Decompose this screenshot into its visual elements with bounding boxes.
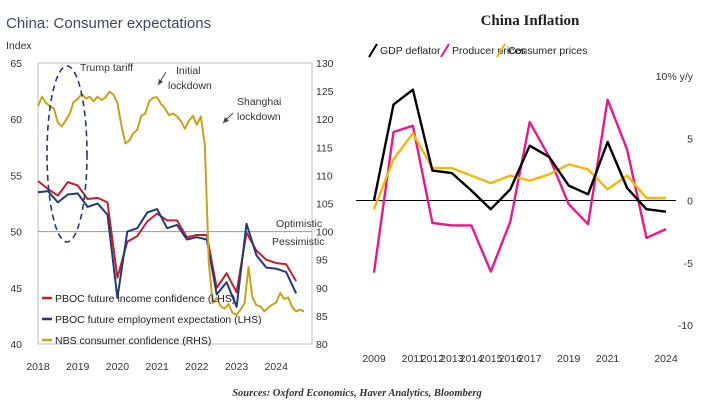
shanghai-lockdown-label-1: Shanghai bbox=[237, 96, 281, 108]
inflation-line-consumer-prices bbox=[372, 132, 666, 210]
left-y-tick-45: 45 bbox=[10, 283, 22, 295]
inflation-x-tick-2015: 2015 bbox=[479, 353, 503, 365]
legend-swatch-ppi bbox=[440, 43, 450, 58]
legend-label-income: PBOC future income confidence (LHS) bbox=[55, 293, 235, 305]
legend-swatch-gdp bbox=[368, 43, 378, 58]
legend-label-ppi: Producer prices bbox=[452, 45, 526, 57]
right-chart-title: China Inflation bbox=[481, 13, 580, 29]
right-chart: China Inflation GDP deflator Producer pr… bbox=[356, 13, 694, 365]
inflation-x-tick-2021: 2021 bbox=[596, 353, 620, 365]
left-x-tick-2018: 2018 bbox=[26, 361, 50, 373]
right-y-tick-115: 115 bbox=[316, 142, 333, 154]
initial-lockdown-arrowhead bbox=[158, 79, 163, 85]
right-y-tick-80: 80 bbox=[316, 339, 328, 351]
inflation-x-tick-2024: 2024 bbox=[654, 353, 678, 365]
legend-label-nbs: NBS consumer confidence (RHS) bbox=[55, 335, 211, 347]
inflation-x-tick-2009: 2009 bbox=[362, 353, 386, 365]
left-chart: China: Consumer expectations Index 40 45 5… bbox=[6, 15, 334, 373]
inflation-y-tick-5: -5 bbox=[684, 258, 693, 270]
left-x-tick-2021: 2021 bbox=[145, 361, 169, 373]
inflation-x-tick-2016: 2016 bbox=[499, 353, 523, 365]
right-y-tick-120: 120 bbox=[316, 114, 334, 126]
right-y-tick-110: 110 bbox=[316, 170, 333, 182]
left-y-tick-40: 40 bbox=[10, 339, 22, 351]
inflation-line-gdp-deflator bbox=[372, 88, 667, 213]
right-y-tick-85: 85 bbox=[316, 311, 328, 323]
left-plot-frame bbox=[37, 62, 313, 345]
legend-label-employment: PBOC future employment expectation (LHS) bbox=[55, 314, 262, 326]
optimistic-label: Optimistic bbox=[276, 218, 322, 230]
left-y-tick-50: 50 bbox=[10, 227, 22, 239]
right-y-tick-125: 125 bbox=[316, 86, 334, 98]
left-chart-title: China: Consumer expectations bbox=[6, 15, 211, 32]
inflation-y-tick-0: 0 bbox=[687, 196, 693, 208]
inflation-x-tick-2019: 2019 bbox=[557, 353, 581, 365]
left-y-tick-60: 60 bbox=[10, 114, 22, 126]
series-line-income bbox=[37, 180, 297, 294]
right-legend: GDP deflator Producer prices Consumer pr… bbox=[368, 43, 587, 58]
shanghai-lockdown-arrowhead bbox=[223, 117, 229, 123]
legend-swatch-cpi bbox=[496, 43, 506, 58]
left-x-tick-2022: 2022 bbox=[185, 361, 209, 373]
shanghai-lockdown-label-2: lockdown bbox=[237, 111, 281, 123]
legend-label-gdp: GDP deflator bbox=[380, 45, 441, 57]
left-x-tick-2020: 2020 bbox=[106, 361, 130, 373]
trump-tariff-ellipse bbox=[46, 65, 88, 243]
inflation-x-tick-2012: 2012 bbox=[421, 353, 445, 365]
right-y-tick-100: 100 bbox=[316, 227, 334, 239]
left-y-tick-55: 55 bbox=[10, 170, 22, 182]
right-y-tick-105: 105 bbox=[316, 199, 334, 211]
left-y-axis-label: Index bbox=[6, 40, 32, 52]
inflation-x-tick-2014: 2014 bbox=[460, 353, 484, 365]
series-line-employment bbox=[37, 190, 298, 308]
series-line-nbs bbox=[37, 90, 305, 316]
right-y-tick-95: 95 bbox=[316, 255, 328, 267]
right-y-tick-90: 90 bbox=[316, 283, 328, 295]
left-x-tick-2024: 2024 bbox=[265, 361, 289, 373]
inflation-x-tick-2011: 2011 bbox=[402, 353, 425, 365]
legend-label-cpi: Consumer prices bbox=[508, 45, 587, 57]
inflation-x-tick-2017: 2017 bbox=[518, 353, 542, 365]
left-x-tick-2023: 2023 bbox=[225, 361, 249, 373]
pessimistic-label: Pessimistic bbox=[272, 236, 325, 248]
initial-lockdown-label-2: lockdown bbox=[168, 80, 212, 92]
inflation-y-tick-5: 5 bbox=[687, 133, 693, 145]
initial-lockdown-label-1: Initial bbox=[176, 65, 201, 77]
left-legend: PBOC future income confidence (LHS) PBOC… bbox=[42, 293, 262, 347]
inflation-line-producer-prices bbox=[372, 98, 667, 273]
inflation-y-tick-10-y-y: 10% y/y bbox=[656, 71, 694, 83]
left-x-tick-2019: 2019 bbox=[66, 361, 90, 373]
left-y-tick-65: 65 bbox=[10, 58, 22, 70]
inflation-y-tick-10: -10 bbox=[678, 320, 693, 332]
right-y-tick-130: 130 bbox=[316, 58, 334, 70]
source-note: Sources: Oxford Economics, Haver Analyti… bbox=[232, 388, 482, 399]
inflation-x-tick-2013: 2013 bbox=[440, 353, 464, 365]
trump-tariff-label: Trump tariff bbox=[80, 62, 133, 74]
